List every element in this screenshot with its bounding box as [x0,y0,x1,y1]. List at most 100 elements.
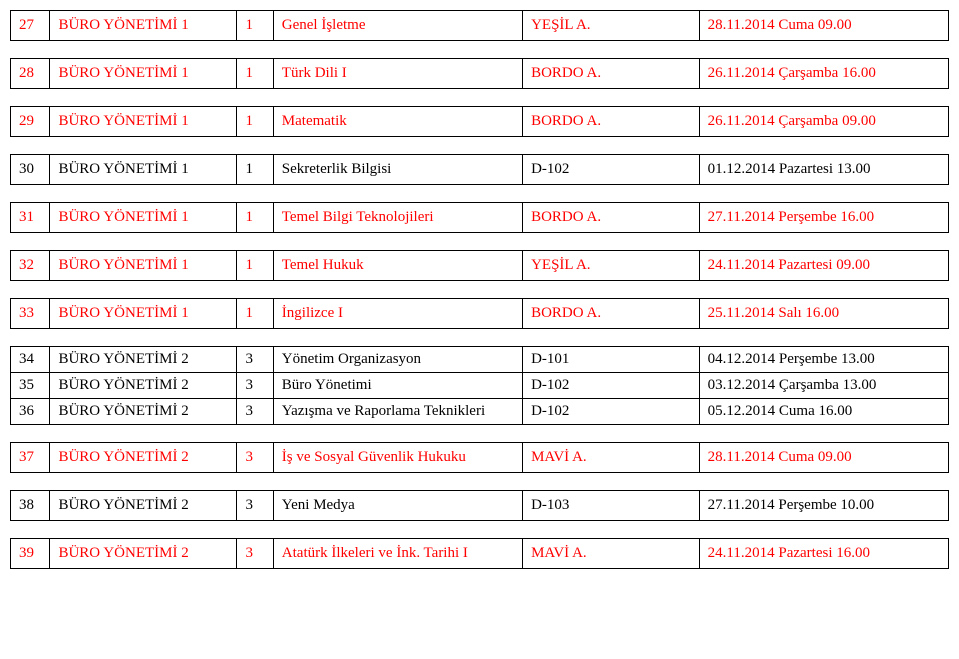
cell-idx: 34 [11,347,50,373]
cell-loc: BORDO A. [523,59,700,89]
cell-section: 1 [237,299,273,329]
table-row: 30BÜRO YÖNETİMİ 11Sekreterlik BilgisiD-1… [11,155,949,185]
table-row: 33BÜRO YÖNETİMİ 11İngilizce IBORDO A.25.… [11,299,949,329]
table-body: 27BÜRO YÖNETİMİ 11Genel İşletmeYEŞİL A.2… [11,11,949,569]
spacer-row [11,425,949,443]
cell-dept: BÜRO YÖNETİMİ 1 [50,59,237,89]
cell-dept: BÜRO YÖNETİMİ 1 [50,11,237,41]
spacer-row [11,473,949,491]
cell-course: Yeni Medya [273,491,522,521]
cell-loc: MAVİ A. [523,539,700,569]
cell-idx: 35 [11,373,50,399]
cell-loc: BORDO A. [523,299,700,329]
cell-section: 3 [237,443,273,473]
cell-section: 3 [237,399,273,425]
cell-dept: BÜRO YÖNETİMİ 1 [50,251,237,281]
table-row: 38BÜRO YÖNETİMİ 23Yeni MedyaD-10327.11.2… [11,491,949,521]
table-row: 32BÜRO YÖNETİMİ 11Temel HukukYEŞİL A.24.… [11,251,949,281]
cell-dept: BÜRO YÖNETİMİ 1 [50,203,237,233]
cell-dept: BÜRO YÖNETİMİ 2 [50,373,237,399]
cell-section: 1 [237,59,273,89]
cell-dept: BÜRO YÖNETİMİ 2 [50,491,237,521]
table-row: 37BÜRO YÖNETİMİ 23İş ve Sosyal Güvenlik … [11,443,949,473]
cell-date: 01.12.2014 Pazartesi 13.00 [699,155,948,185]
cell-idx: 33 [11,299,50,329]
cell-course: Büro Yönetimi [273,373,522,399]
table-row: 31BÜRO YÖNETİMİ 11Temel Bilgi Teknolojil… [11,203,949,233]
table-row: 28BÜRO YÖNETİMİ 11Türk Dili IBORDO A.26.… [11,59,949,89]
table-row: 29BÜRO YÖNETİMİ 11MatematikBORDO A.26.11… [11,107,949,137]
cell-course: Genel İşletme [273,11,522,41]
cell-section: 3 [237,373,273,399]
cell-date: 25.11.2014 Salı 16.00 [699,299,948,329]
cell-section: 1 [237,155,273,185]
spacer-row [11,329,949,347]
cell-section: 1 [237,11,273,41]
cell-course: Temel Bilgi Teknolojileri [273,203,522,233]
table-row: 34BÜRO YÖNETİMİ 23Yönetim OrganizasyonD-… [11,347,949,373]
cell-idx: 30 [11,155,50,185]
cell-course: Yazışma ve Raporlama Teknikleri [273,399,522,425]
cell-loc: YEŞİL A. [523,251,700,281]
cell-idx: 38 [11,491,50,521]
cell-dept: BÜRO YÖNETİMİ 2 [50,347,237,373]
table-row: 36BÜRO YÖNETİMİ 23Yazışma ve Raporlama T… [11,399,949,425]
cell-course: Temel Hukuk [273,251,522,281]
spacer-cell [11,41,949,59]
spacer-row [11,521,949,539]
cell-loc: D-102 [523,399,700,425]
spacer-cell [11,185,949,203]
cell-loc: D-102 [523,373,700,399]
spacer-cell [11,425,949,443]
spacer-cell [11,89,949,107]
cell-dept: BÜRO YÖNETİMİ 1 [50,155,237,185]
cell-idx: 39 [11,539,50,569]
spacer-row [11,281,949,299]
spacer-row [11,89,949,107]
cell-date: 24.11.2014 Pazartesi 16.00 [699,539,948,569]
schedule-table: 27BÜRO YÖNETİMİ 11Genel İşletmeYEŞİL A.2… [10,10,949,569]
spacer-row [11,137,949,155]
spacer-cell [11,137,949,155]
spacer-row [11,233,949,251]
cell-date: 28.11.2014 Cuma 09.00 [699,443,948,473]
cell-date: 26.11.2014 Çarşamba 09.00 [699,107,948,137]
spacer-row [11,41,949,59]
cell-idx: 32 [11,251,50,281]
spacer-cell [11,473,949,491]
cell-course: İngilizce I [273,299,522,329]
cell-date: 04.12.2014 Perşembe 13.00 [699,347,948,373]
cell-course: Atatürk İlkeleri ve İnk. Tarihi I [273,539,522,569]
cell-idx: 28 [11,59,50,89]
spacer-cell [11,329,949,347]
cell-loc: BORDO A. [523,107,700,137]
table-row: 39BÜRO YÖNETİMİ 23Atatürk İlkeleri ve İn… [11,539,949,569]
cell-idx: 29 [11,107,50,137]
cell-date: 03.12.2014 Çarşamba 13.00 [699,373,948,399]
cell-dept: BÜRO YÖNETİMİ 1 [50,299,237,329]
cell-section: 1 [237,107,273,137]
cell-dept: BÜRO YÖNETİMİ 2 [50,399,237,425]
spacer-cell [11,281,949,299]
cell-dept: BÜRO YÖNETİMİ 2 [50,443,237,473]
cell-section: 1 [237,203,273,233]
cell-dept: BÜRO YÖNETİMİ 1 [50,107,237,137]
cell-section: 3 [237,491,273,521]
cell-loc: MAVİ A. [523,443,700,473]
spacer-cell [11,233,949,251]
table-row: 27BÜRO YÖNETİMİ 11Genel İşletmeYEŞİL A.2… [11,11,949,41]
cell-loc: D-102 [523,155,700,185]
cell-loc: YEŞİL A. [523,11,700,41]
cell-date: 27.11.2014 Perşembe 10.00 [699,491,948,521]
cell-course: Yönetim Organizasyon [273,347,522,373]
cell-idx: 31 [11,203,50,233]
cell-section: 1 [237,251,273,281]
cell-course: Matematik [273,107,522,137]
cell-date: 05.12.2014 Cuma 16.00 [699,399,948,425]
cell-date: 26.11.2014 Çarşamba 16.00 [699,59,948,89]
spacer-cell [11,521,949,539]
cell-section: 3 [237,347,273,373]
cell-date: 27.11.2014 Perşembe 16.00 [699,203,948,233]
cell-course: İş ve Sosyal Güvenlik Hukuku [273,443,522,473]
cell-idx: 36 [11,399,50,425]
